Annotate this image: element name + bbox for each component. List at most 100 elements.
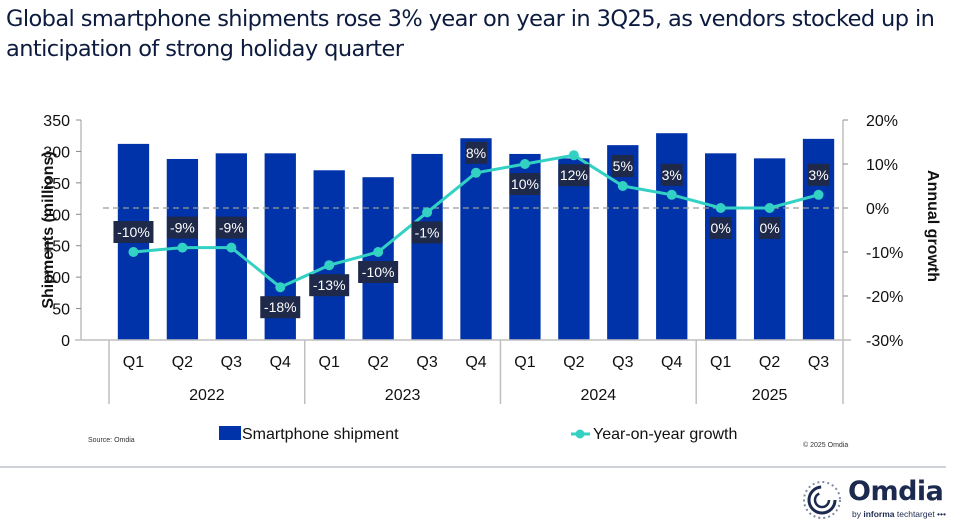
right-tick-label: 0% [866, 201, 889, 218]
growth-point-9 [519, 159, 530, 169]
bar-10 [558, 158, 590, 340]
right-tick-label: -30% [866, 333, 903, 350]
growth-point-8 [471, 167, 481, 178]
logo-wordmark: Omdia [848, 476, 944, 507]
logo-sub-bold: informa [863, 509, 895, 519]
data-label-2: -9% [166, 216, 198, 239]
x-tick-label: Q2 [563, 354, 584, 371]
bar-14 [753, 158, 786, 340]
data-label-text: 5% [613, 158, 633, 174]
data-label-box [260, 296, 301, 319]
data-label-15: 3% [807, 163, 830, 186]
legend-swatch-marker [575, 429, 585, 439]
data-label-box [166, 216, 198, 239]
data-label-box [758, 217, 781, 239]
data-label-text: -18% [264, 299, 297, 315]
data-label-text: 0% [711, 220, 731, 236]
data-label-text: 10% [511, 176, 539, 192]
left-tick-label: 0 [61, 333, 70, 350]
x-group-label: 2023 [385, 387, 421, 404]
x-group-label: 2025 [752, 387, 788, 404]
growth-point-13 [715, 203, 726, 213]
bar-11 [607, 145, 639, 340]
x-tick-label: Q2 [759, 354, 780, 371]
data-label-14: 0% [758, 217, 781, 239]
logo-sub-prefix: by [852, 509, 864, 519]
x-tick-label: Q2 [367, 354, 388, 371]
data-label-6: -10% [358, 261, 399, 283]
legend-label-shipment: Smartphone shipment [242, 426, 399, 443]
data-label-12: 3% [660, 163, 683, 186]
left-tick-label: 150 [43, 239, 70, 256]
bar-13 [705, 153, 737, 340]
right-tick-label: -10% [866, 245, 903, 262]
x-group-label: 2024 [581, 387, 617, 404]
growth-point-11 [617, 181, 628, 191]
x-tick-label: Q4 [465, 354, 486, 371]
x-axis: Q1 Q2 Q3 Q4 Q1 Q2 Q3 Q4 Q1 Q2 Q3 Q4 Q1 Q2 Q3 2022 2023 20… [75, 339, 851, 404]
data-label-box [807, 163, 830, 186]
data-label-box [309, 274, 350, 297]
growth-point-4 [275, 282, 286, 293]
chart-title: Global smartphone shipments rose 3% year… [6, 6, 935, 62]
data-label-4: -18% [260, 296, 301, 319]
data-label-text: 8% [466, 145, 486, 161]
x-tick-label: Q1 [123, 354, 144, 371]
legend-label-growth: Year-on-year growth [593, 426, 737, 443]
growth-point-7 [422, 207, 433, 218]
growth-point-14 [764, 203, 775, 213]
growth-point-10 [568, 150, 579, 161]
data-label-box [358, 261, 399, 283]
data-label-box [465, 141, 487, 164]
data-label-text: -9% [219, 220, 244, 236]
bar-6 [362, 177, 394, 340]
growth-point-2 [177, 242, 188, 253]
data-label-7: -1% [411, 221, 443, 244]
x-tick-label: Q1 [319, 354, 340, 371]
bar-5 [313, 170, 345, 340]
omdia-logo: Omdia by informa techtarget ••• [800, 476, 950, 521]
legend: Smartphone shipment Year-on-year growth [219, 426, 737, 443]
copyright-note: © 2025 Omdia [803, 441, 848, 449]
data-label-13: 0% [709, 217, 732, 239]
data-label-11: 5% [611, 155, 634, 177]
data-label-box [611, 155, 634, 177]
data-label-text: 3% [662, 167, 682, 183]
source-note: Source: Omdia [88, 437, 135, 444]
left-axis: 0 50 100 150 200 250 300 350 [43, 113, 82, 350]
data-label-8: 8% [465, 141, 487, 164]
data-label-text: -9% [170, 220, 195, 236]
data-label-text: -10% [362, 264, 395, 280]
right-tick-label: -20% [866, 289, 903, 306]
data-label-1: -10% [113, 221, 154, 243]
logo-subtitle: by informa techtarget ••• [852, 509, 946, 519]
data-label-text: -13% [313, 277, 346, 293]
left-axis-title: Shipments (millions) [40, 151, 57, 308]
data-label-5: -13% [309, 274, 350, 297]
left-tick-label: 250 [43, 176, 70, 193]
data-label-box [709, 217, 732, 239]
left-tick-label: 100 [43, 270, 70, 287]
x-tick-label: Q3 [221, 354, 242, 371]
data-label-9: 10% [509, 173, 541, 195]
data-label-10: 12% [558, 164, 590, 187]
data-label-box [113, 221, 154, 243]
x-tick-label: Q1 [710, 354, 731, 371]
logo-sub-rest: techtarget ••• [894, 509, 946, 519]
left-tick-label: 50 [52, 302, 70, 319]
data-label-3: -9% [215, 216, 247, 239]
data-label-box [215, 216, 247, 239]
left-tick-label: 350 [43, 113, 70, 130]
x-tick-label: Q1 [514, 354, 535, 371]
right-tick-label: 20% [866, 113, 898, 130]
data-label-box [411, 221, 443, 244]
footer-divider [0, 466, 946, 468]
left-tick-label: 300 [43, 144, 70, 161]
x-tick-label: Q3 [808, 354, 829, 371]
growth-line-series [128, 150, 824, 293]
growth-point-1 [128, 247, 139, 257]
right-axis-title: Annual growth [924, 170, 941, 282]
x-tick-label: Q4 [661, 354, 682, 371]
bar-7 [411, 153, 443, 340]
